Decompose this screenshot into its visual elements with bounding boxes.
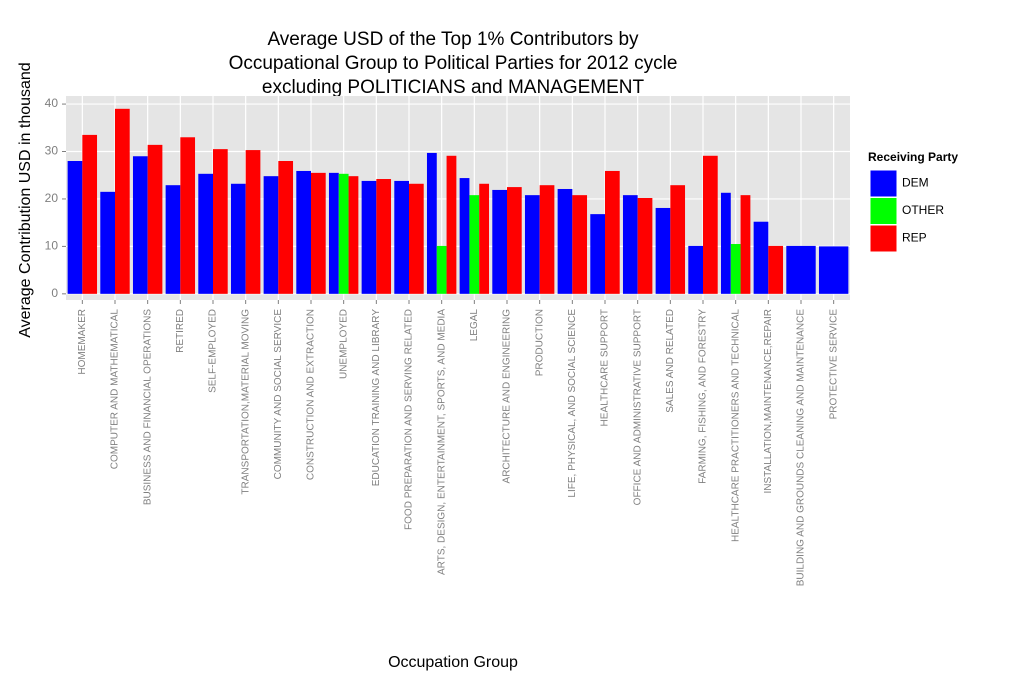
x-tick-label: BUSINESS AND FINANCIAL OPERATIONS	[142, 309, 153, 505]
legend-label: REP	[902, 231, 927, 245]
x-tick-label: HEALTHCARE PRACTITIONERS AND TECHNICAL	[730, 309, 741, 542]
bar	[296, 170, 311, 294]
bar	[348, 176, 359, 294]
y-tick-label: 0	[51, 286, 58, 300]
bar	[688, 245, 703, 294]
bar	[670, 185, 686, 294]
y-tick-label: 30	[45, 144, 59, 158]
bar	[67, 160, 83, 294]
legend-key	[869, 169, 898, 198]
x-tick-label: HOMEMAKER	[77, 309, 88, 375]
bar	[539, 185, 555, 294]
bar	[436, 245, 447, 294]
bar	[426, 152, 437, 294]
bar	[730, 244, 741, 294]
x-tick-label: PRODUCTION	[534, 309, 545, 376]
bar	[338, 173, 349, 294]
x-tick-label: ARTS, DESIGN, ENTERTAINMENT, SPORTS, AND…	[436, 309, 447, 575]
y-tick-label: 10	[45, 239, 59, 253]
plot-background	[66, 96, 850, 300]
bar	[524, 195, 540, 294]
x-tick-label: COMMUNITY AND SOCIAL SERVICE	[273, 309, 284, 480]
bar	[278, 160, 294, 294]
x-tick-label: LIFE, PHYSICAL, AND SOCIAL SCIENCE	[567, 309, 578, 498]
x-axis-label: Occupation Group	[388, 654, 518, 671]
bar	[263, 176, 279, 294]
chart-title: Average USD of the Top 1% Contributors b…	[267, 29, 639, 50]
legend-key	[869, 224, 898, 253]
bar	[507, 187, 522, 294]
bar	[361, 180, 377, 294]
legend-key	[869, 197, 898, 225]
x-tick-label: SELF-EMPLOYED	[208, 309, 219, 393]
legend-label: DEM	[902, 176, 929, 190]
bar	[605, 170, 620, 294]
bar	[786, 245, 816, 294]
bar	[720, 192, 731, 294]
bar	[311, 172, 326, 294]
x-tick-label: EDUCATION TRAINING AND LIBRARY	[371, 309, 382, 487]
y-tick-label: 20	[45, 191, 59, 205]
x-tick-label: CONSTRUCTION AND EXTRACTION	[306, 309, 317, 480]
x-tick-label: BUILDING AND GROUNDS CLEANING AND MAINTE…	[796, 309, 807, 587]
x-tick-label: FOOD PREPARATION AND SERVING RELATED	[404, 309, 415, 530]
bar	[479, 183, 490, 294]
x-tick-label: FARMING, FISHING, AND FORESTRY	[698, 309, 709, 484]
bar	[459, 178, 470, 294]
bar	[492, 189, 507, 294]
bar	[132, 156, 148, 294]
chart-title: Occupational Group to Political Parties …	[229, 53, 678, 74]
y-tick-label: 40	[45, 96, 59, 110]
bar	[740, 195, 751, 294]
bar	[572, 195, 588, 294]
y-axis-label: Average Contribution USD in thousand	[17, 62, 34, 337]
x-tick-label: ARCHITECTURE AND ENGINEERING	[502, 309, 513, 484]
x-tick-label: LEGAL	[469, 309, 480, 342]
x-tick-label: HEALTHCARE SUPPORT	[600, 309, 611, 426]
bar	[409, 183, 424, 294]
bar	[557, 188, 573, 294]
x-tick-label: PROTECTIVE SERVICE	[828, 309, 839, 420]
bar	[115, 108, 130, 294]
bar	[590, 214, 605, 294]
x-tick-label: INSTALLATION,MAINTENANCE,REPAIR	[763, 309, 774, 493]
bar	[147, 144, 163, 294]
bar	[180, 137, 196, 294]
bar	[213, 149, 228, 294]
bar	[622, 195, 638, 294]
bar	[245, 150, 261, 294]
x-tick-label: SALES AND RELATED	[665, 309, 676, 413]
bar	[82, 134, 98, 294]
x-tick-label: RETIRED	[175, 309, 186, 353]
bar	[703, 155, 718, 294]
bar	[637, 198, 653, 294]
x-tick-label: COMPUTER AND MATHEMATICAL	[110, 309, 121, 470]
bar	[655, 207, 671, 294]
legend-label: OTHER	[902, 203, 944, 217]
bar	[768, 245, 784, 294]
bar	[100, 191, 115, 294]
x-tick-label: UNEMPLOYED	[338, 309, 349, 379]
chart-title: excluding POLITICIANS and MANAGEMENT	[262, 77, 645, 98]
bar	[394, 180, 409, 294]
x-tick-label: TRANSPORTATION,MATERIAL MOVING	[240, 309, 251, 495]
legend-title: Receiving Party	[868, 150, 958, 164]
bar	[165, 185, 181, 294]
bar	[818, 246, 849, 294]
bar	[328, 172, 339, 294]
bar	[198, 173, 213, 294]
bar	[446, 155, 457, 294]
bar	[230, 183, 246, 294]
bar	[469, 195, 480, 294]
bar	[376, 179, 392, 294]
x-tick-label: OFFICE AND ADMINISTRATIVE SUPPORT	[632, 309, 643, 505]
bar	[753, 221, 769, 294]
